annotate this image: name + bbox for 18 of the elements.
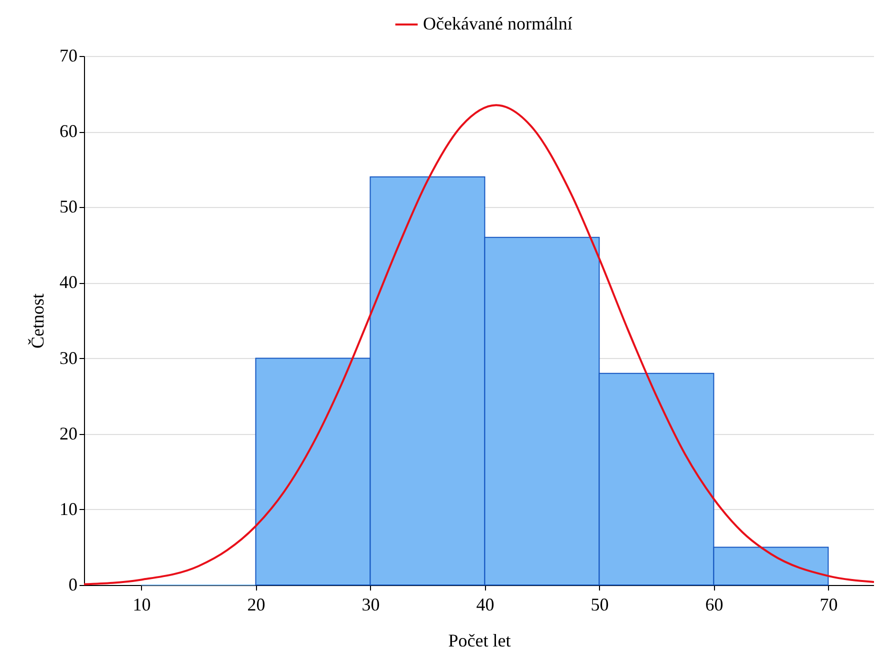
x-tick-label: 30 <box>362 594 380 614</box>
x-axis-title: Počet let <box>448 630 511 650</box>
y-tick-label: 50 <box>60 196 78 217</box>
legend-label: Očekávané normální <box>423 14 572 34</box>
y-axis-title: Četnost <box>28 293 48 349</box>
x-tick-label: 20 <box>247 594 266 614</box>
y-tick-label: 40 <box>60 272 78 292</box>
x-tick-label: 60 <box>705 594 724 614</box>
x-tick-label: 10 <box>132 594 151 614</box>
y-tick-label: 0 <box>68 574 78 594</box>
y-tick-label: 70 <box>60 46 78 66</box>
x-tick-label: 50 <box>590 594 609 614</box>
y-tick-label: 20 <box>60 423 78 444</box>
y-tick-label: 30 <box>60 348 78 368</box>
y-tick-label: 60 <box>60 121 78 142</box>
x-tick-label: 40 <box>476 594 494 614</box>
y-tick-label: 10 <box>60 498 78 519</box>
x-tick-label: 70 <box>820 594 838 614</box>
